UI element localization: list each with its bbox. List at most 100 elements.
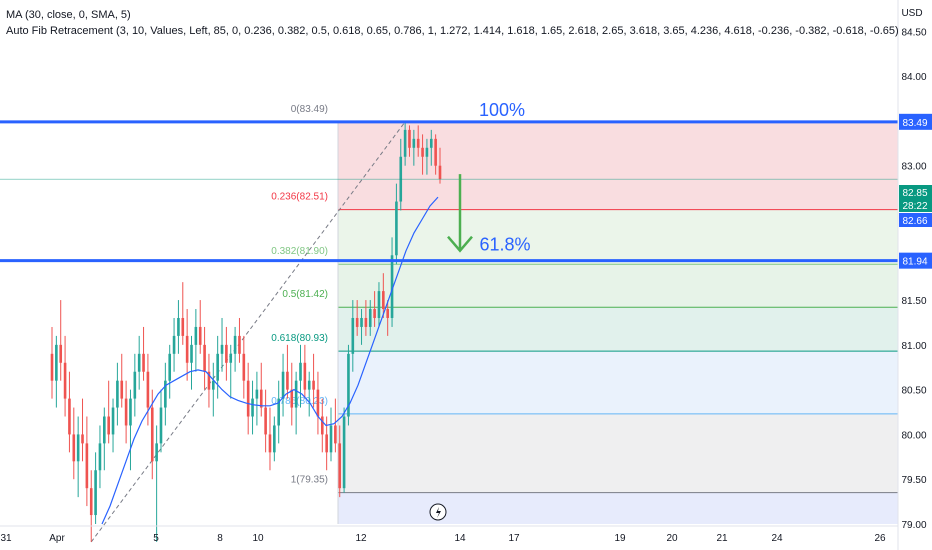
candle-body <box>251 398 254 417</box>
candle-body <box>172 335 176 354</box>
fib-zone <box>338 264 898 308</box>
candle-body <box>351 317 355 354</box>
fib-level-label: 0.786(80.23) <box>271 396 328 407</box>
candle-body <box>220 344 224 354</box>
time-axis: 31 Apr 5 8 10 12 14 17 19 20 21 24 26 <box>0 525 898 544</box>
candle-body <box>382 291 385 310</box>
candle-body <box>211 380 215 390</box>
x-tick-label: 31 <box>0 533 12 544</box>
candle-body <box>286 371 289 390</box>
candle-body <box>281 371 285 399</box>
y-tick-label: 80.50 <box>901 386 926 397</box>
fib-zone <box>338 307 898 352</box>
candle-body <box>238 335 241 354</box>
candle-body <box>429 138 433 148</box>
candle-body <box>255 389 259 399</box>
candle-body <box>185 335 189 363</box>
candle-body <box>225 344 228 363</box>
x-tick-label: 20 <box>666 533 678 544</box>
candle-body <box>103 416 106 444</box>
candle-body <box>421 147 424 157</box>
candle-body <box>190 344 193 363</box>
fib-zone <box>338 413 898 493</box>
x-tick-label: 5 <box>153 533 159 544</box>
candle-body <box>133 371 137 399</box>
fib-legend[interactable]: Auto Fib Retracement (3, 10, Values, Lef… <box>6 25 899 37</box>
candle-body <box>277 398 281 426</box>
candle-body <box>273 425 276 453</box>
price-badge <box>899 213 932 227</box>
candle-body <box>364 317 368 327</box>
candle-body <box>194 326 198 345</box>
candle-body <box>390 255 394 318</box>
fib-zone <box>338 351 898 414</box>
candle-body <box>395 201 398 256</box>
x-tick-label: 17 <box>508 533 520 544</box>
candle-body <box>146 371 150 408</box>
x-tick-label: Apr <box>49 533 65 544</box>
candle-body <box>325 434 328 453</box>
candle-body <box>89 488 93 516</box>
x-tick-label: 8 <box>217 533 223 544</box>
candle-body <box>416 138 420 148</box>
candle-body <box>72 434 76 462</box>
y-tick-label: 81.00 <box>901 341 926 352</box>
candle-body <box>85 443 89 489</box>
y-tick-label: 79.50 <box>901 475 926 486</box>
candle-body <box>137 353 141 372</box>
candle-body <box>338 443 342 489</box>
candle-body <box>181 317 185 336</box>
candle-body <box>373 309 376 318</box>
hline-axis-label: 83.49 <box>902 118 927 129</box>
lightning-icon <box>436 507 441 518</box>
y-tick-label: 84.50 <box>901 27 926 38</box>
arrow-head <box>447 235 473 253</box>
x-tick-label: 24 <box>771 533 783 544</box>
fib-zone <box>338 121 898 210</box>
price-badge-label: 28:22 <box>902 201 927 212</box>
candle-body <box>412 138 416 148</box>
candle-body <box>120 380 124 399</box>
candle-body <box>150 407 154 462</box>
candle-body <box>164 380 167 408</box>
annotation-618: 61.8% <box>479 235 530 255</box>
candle-body <box>290 389 294 408</box>
price-badge <box>899 198 932 212</box>
fib-trend-line <box>90 121 406 543</box>
candle-body <box>229 353 233 363</box>
fib-zones <box>338 121 898 524</box>
fib-level-label: 0.5(81.42) <box>282 289 328 300</box>
candle-body <box>303 362 307 390</box>
candle-body <box>438 165 442 180</box>
candle-body <box>242 353 246 381</box>
candle-body <box>68 398 71 435</box>
x-tick-label: 26 <box>874 533 886 544</box>
candle-body <box>299 362 302 381</box>
candle-body <box>425 147 429 157</box>
y-tick-label: 81.50 <box>901 296 926 307</box>
candle-body <box>94 470 97 516</box>
candle-body <box>207 371 211 390</box>
y-tick-label: 80.00 <box>901 430 926 441</box>
candle-body <box>76 434 80 462</box>
candle-body <box>142 353 145 372</box>
x-tick-label: 14 <box>454 533 466 544</box>
candle-body <box>111 407 115 435</box>
candle-body <box>59 344 63 363</box>
axis-bg <box>898 0 932 550</box>
x-tick-label: 12 <box>355 533 367 544</box>
candle-body <box>377 291 381 318</box>
candle-body <box>233 335 237 354</box>
candle-body <box>434 138 437 166</box>
fib-zone <box>338 492 898 524</box>
candle-body <box>155 443 158 462</box>
candle-body <box>329 425 333 453</box>
candle-body <box>368 309 372 327</box>
hline-axis-badge <box>899 113 932 130</box>
candle-body <box>124 398 128 426</box>
candle-body <box>55 344 58 381</box>
fib-lines <box>337 121 898 524</box>
fib-labels: 0(83.49) 0.236(82.51) 0.382(81.90) 0.5(81.4… <box>271 104 328 486</box>
ma-legend[interactable]: MA (30, close, 0, SMA, 5) <box>6 9 131 21</box>
